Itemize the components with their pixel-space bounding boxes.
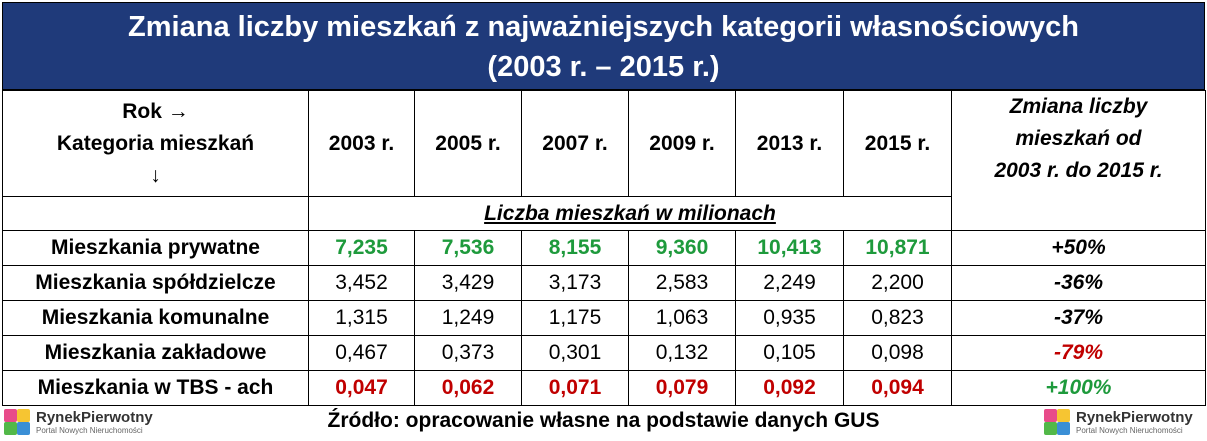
data-cell: 0,105 (735, 335, 844, 371)
corner-line1: Rok → (122, 99, 189, 123)
corner-line3: ↓ (150, 163, 161, 187)
change-header: Zmiana liczby mieszkań od 2003 r. do 201… (951, 90, 1206, 231)
corner-line2: Kategoria mieszkań (56, 131, 255, 155)
brand-logo-left: RynekPierwotny Portal Nowych Nieruchomoś… (2, 405, 153, 439)
data-cell: 0,098 (843, 335, 952, 371)
data-cell: 0,079 (628, 370, 736, 406)
chart-title: Zmiana liczby mieszkań z najważniejszych… (2, 2, 1205, 90)
data-cell: 3,173 (521, 265, 629, 301)
chart-title-line1: Zmiana liczby mieszkań z najważniejszych… (128, 11, 1079, 43)
table-row: Mieszkania komunalne 1,315 1,249 1,175 1… (2, 300, 1206, 336)
chart-title-line2: (2003 r. – 2015 r.) (487, 51, 720, 83)
change-cell: -36% (951, 265, 1206, 301)
data-cell: 10,413 (735, 230, 844, 266)
unit-row: Liczba mieszkań w milionach (2, 196, 1206, 231)
logo-brand: RynekPierwotny (1076, 408, 1193, 426)
table-row: Mieszkania spółdzielcze 3,452 3,429 3,17… (2, 265, 1206, 301)
table-row: Mieszkania w TBS - ach 0,047 0,062 0,071… (2, 370, 1206, 406)
change-line3: 2003 r. do 2015 r. (994, 159, 1163, 182)
category-label: Mieszkania komunalne (2, 300, 309, 336)
data-cell: 0,047 (308, 370, 415, 406)
data-cell: 2,200 (843, 265, 952, 301)
table-row: Mieszkania zakładowe 0,467 0,373 0,301 0… (2, 335, 1206, 371)
logo-tagline: Portal Nowych Nieruchomości (1076, 425, 1183, 435)
change-cell: -79% (951, 335, 1206, 371)
table-row: Mieszkania prywatne 7,235 7,536 8,155 9,… (2, 230, 1206, 266)
data-cell: 0,062 (414, 370, 522, 406)
data-cell: 1,249 (414, 300, 522, 336)
change-cell: +100% (951, 370, 1206, 406)
data-cell: 0,092 (735, 370, 844, 406)
logo-tagline: Portal Nowych Nieruchomości (36, 425, 143, 435)
category-label: Mieszkania spółdzielcze (2, 265, 309, 301)
data-cell: 0,071 (521, 370, 629, 406)
empty-cell (2, 196, 309, 231)
change-cell: -37% (951, 300, 1206, 336)
data-cell: 7,235 (308, 230, 415, 266)
data-cell: 1,063 (628, 300, 736, 336)
data-cell: 3,452 (308, 265, 415, 301)
data-cell: 8,155 (521, 230, 629, 266)
source-note: Źródło: opracowanie własne na podstawie … (327, 409, 880, 432)
brand-logo-right: RynekPierwotny Portal Nowych Nieruchomoś… (1042, 405, 1193, 439)
data-cell: 2,249 (735, 265, 844, 301)
data-cell: 0,823 (843, 300, 952, 336)
data-cell: 0,301 (521, 335, 629, 371)
category-label: Mieszkania prywatne (2, 230, 309, 266)
header-row: Rok → Kategoria mieszkań ↓ 2003 r. 2005 … (2, 90, 1206, 231)
data-cell: 0,935 (735, 300, 844, 336)
data-cell: 2,583 (628, 265, 736, 301)
logo-brand: RynekPierwotny (36, 408, 153, 426)
year-header: 2003 r. (308, 90, 415, 197)
data-cell: 0,373 (414, 335, 522, 371)
year-header: 2013 r. (735, 90, 844, 197)
data-cell: 9,360 (628, 230, 736, 266)
year-header: 2009 r. (628, 90, 736, 197)
year-header: 2005 r. (414, 90, 522, 197)
change-line1: Zmiana liczby (1009, 95, 1148, 118)
change-cell: +50% (951, 230, 1206, 266)
data-cell: 1,175 (521, 300, 629, 336)
data-cell: 0,094 (843, 370, 952, 406)
corner-header: Rok → Kategoria mieszkań ↓ (2, 90, 309, 197)
change-line2: mieszkań od (1015, 127, 1142, 150)
rynekpierwotny-cube-icon (1042, 407, 1072, 437)
data-cell: 0,467 (308, 335, 415, 371)
year-header: 2007 r. (521, 90, 629, 197)
data-cell: 10,871 (843, 230, 952, 266)
rynekpierwotny-cube-icon (2, 407, 32, 437)
data-table: Rok → Kategoria mieszkań ↓ 2003 r. 2005 … (2, 90, 1206, 406)
category-label: Mieszkania w TBS - ach (2, 370, 309, 406)
unit-label: Liczba mieszkań w milionach (308, 196, 952, 231)
data-cell: 1,315 (308, 300, 415, 336)
data-cell: 7,536 (414, 230, 522, 266)
category-label: Mieszkania zakładowe (2, 335, 309, 371)
data-cell: 0,132 (628, 335, 736, 371)
year-header: 2015 r. (843, 90, 952, 197)
data-cell: 3,429 (414, 265, 522, 301)
